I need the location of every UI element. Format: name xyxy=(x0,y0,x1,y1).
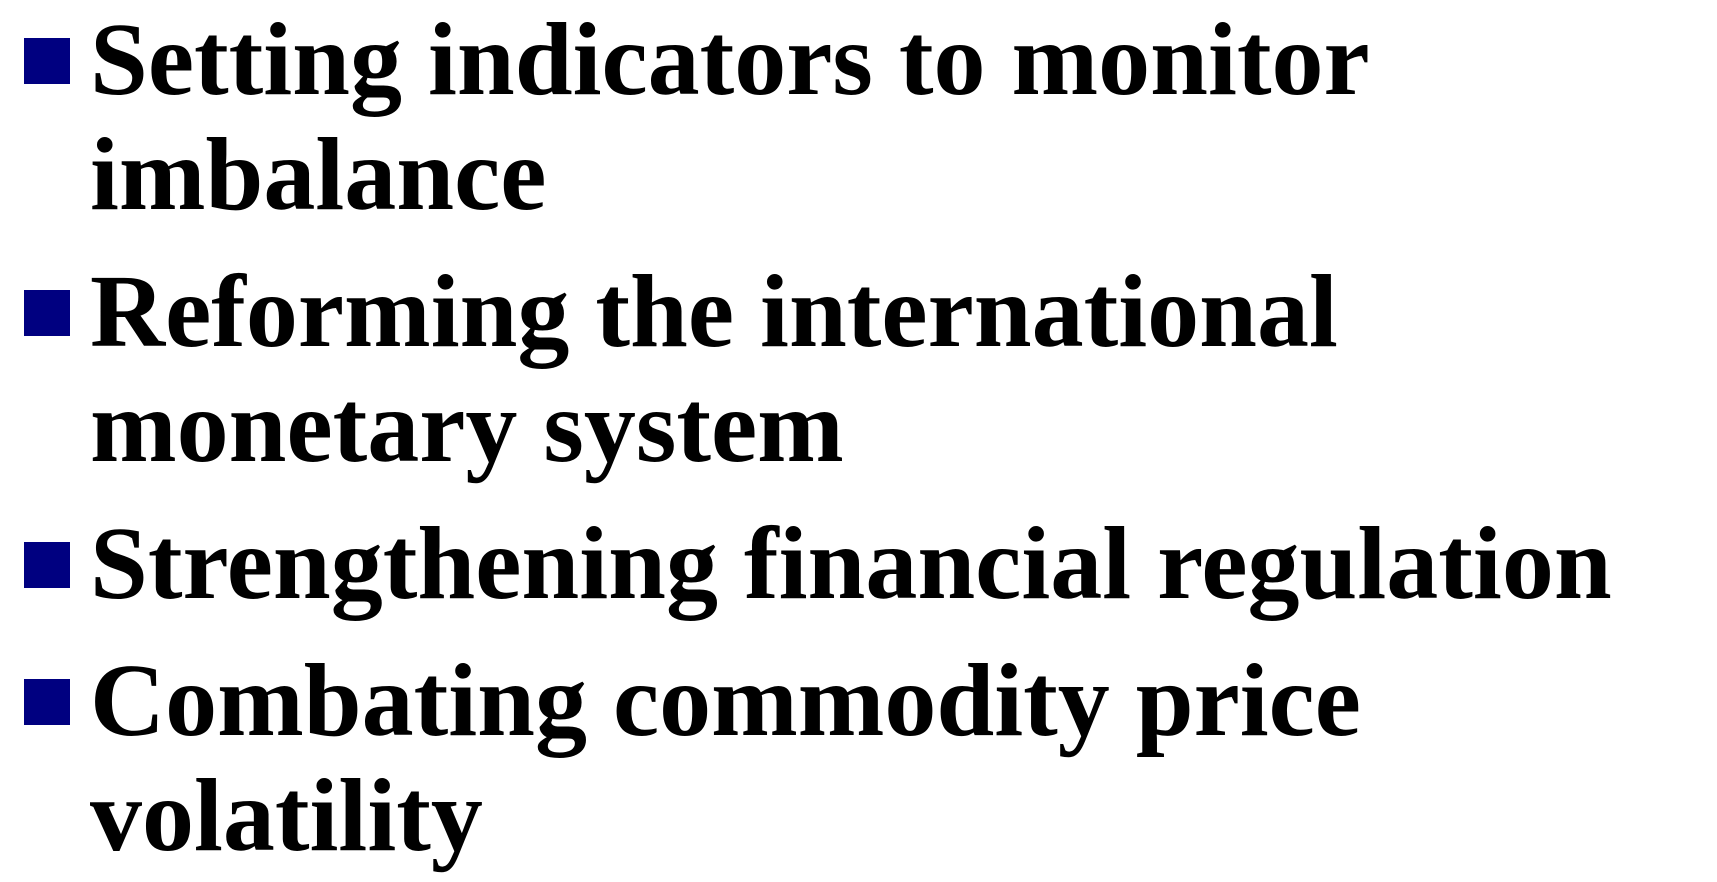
bullet-item: Setting indicators to monitor imbalance xyxy=(0,2,1717,232)
bullet-square xyxy=(24,679,70,725)
bullet-text-line: volatility xyxy=(90,758,483,873)
bullet-square xyxy=(24,38,70,84)
bullet-text-line: Reforming the international xyxy=(90,254,1338,369)
bullet-square xyxy=(24,290,70,336)
bullet-text-line: imbalance xyxy=(90,117,547,232)
bullet-text-line: Strengthening financial regulation xyxy=(90,506,1612,621)
bullet-text-line: Combating commodity price xyxy=(90,643,1361,758)
bullet-text-line: monetary system xyxy=(90,369,844,484)
bullet-square xyxy=(24,542,70,588)
bullet-item: Reforming the international monetary syst… xyxy=(0,254,1717,484)
bullet-item: Strengthening financial regulation xyxy=(0,506,1717,621)
bullet-item: Combating commodity price volatility xyxy=(0,643,1717,873)
bullet-text-line: Setting indicators to monitor xyxy=(90,2,1370,117)
